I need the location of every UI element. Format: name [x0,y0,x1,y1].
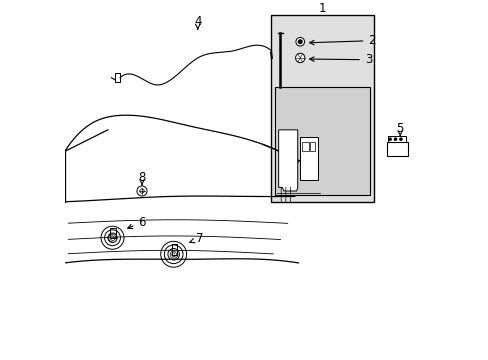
Bar [386,143,407,156]
Circle shape [388,138,390,140]
Bar [115,73,120,82]
Bar [110,228,116,238]
Circle shape [295,53,305,63]
Text: 1: 1 [318,2,325,15]
Text: 4: 4 [194,15,201,28]
Circle shape [137,186,147,196]
Text: 2: 2 [309,34,375,47]
Bar [275,87,369,195]
Text: 7: 7 [189,232,203,245]
Bar [300,137,318,180]
Circle shape [295,37,304,46]
Text: 6: 6 [127,216,145,229]
Circle shape [399,138,401,140]
Bar [171,244,177,255]
Circle shape [140,189,144,193]
Text: 3: 3 [309,53,371,66]
Text: 8: 8 [138,171,145,184]
Bar [309,143,315,152]
Bar [302,143,308,152]
Polygon shape [278,130,297,191]
Circle shape [298,40,302,44]
Bar [271,15,373,202]
Text: 5: 5 [396,122,403,135]
Circle shape [394,138,396,140]
Bar [387,136,406,143]
